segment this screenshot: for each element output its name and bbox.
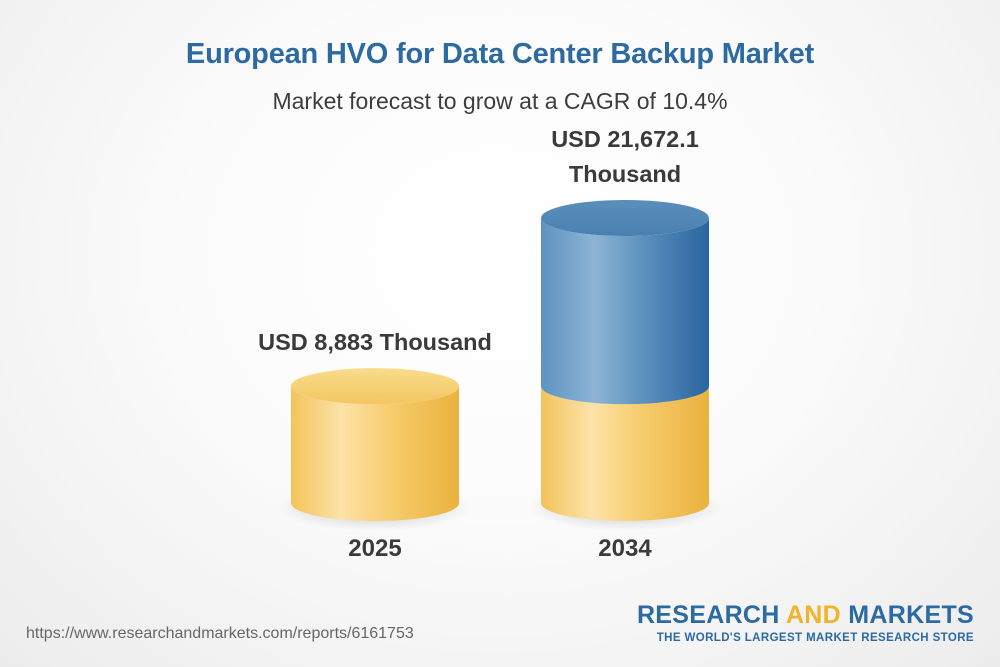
bar-top-cap: [291, 368, 459, 405]
chart-subtitle: Market forecast to grow at a CAGR of 10.…: [272, 88, 728, 114]
data-label: USD 21,672.1: [551, 126, 699, 152]
brand-name-part1: RESEARCH: [636, 601, 786, 629]
brand-name: RESEARCH AND MARKETS: [637, 600, 974, 630]
category-label: 2025: [348, 535, 401, 562]
category-label: 2034: [598, 535, 652, 562]
bar-2034: [527, 200, 723, 531]
brand-name-accent: AND: [785, 601, 842, 629]
bar-growth-segment: [541, 218, 709, 405]
brand-tagline: THE WORLD'S LARGEST MARKET RESEARCH STOR…: [656, 632, 974, 644]
brand-name-part2: MARKETS: [841, 601, 974, 629]
bar-base-segment: [541, 386, 709, 521]
brand-logo: RESEARCH AND MARKETS THE WORLD'S LARGEST…: [637, 600, 974, 646]
source-url[interactable]: https://www.researchandmarkets.com/repor…: [26, 625, 414, 642]
bar-2025: [277, 368, 473, 531]
bar-top-cap: [541, 200, 709, 236]
data-label: Thousand: [569, 161, 681, 187]
bar-base-segment: [291, 386, 459, 521]
chart-title: European HVO for Data Center Backup Mark…: [185, 38, 815, 70]
data-label: USD 8,883 Thousand: [258, 329, 492, 355]
